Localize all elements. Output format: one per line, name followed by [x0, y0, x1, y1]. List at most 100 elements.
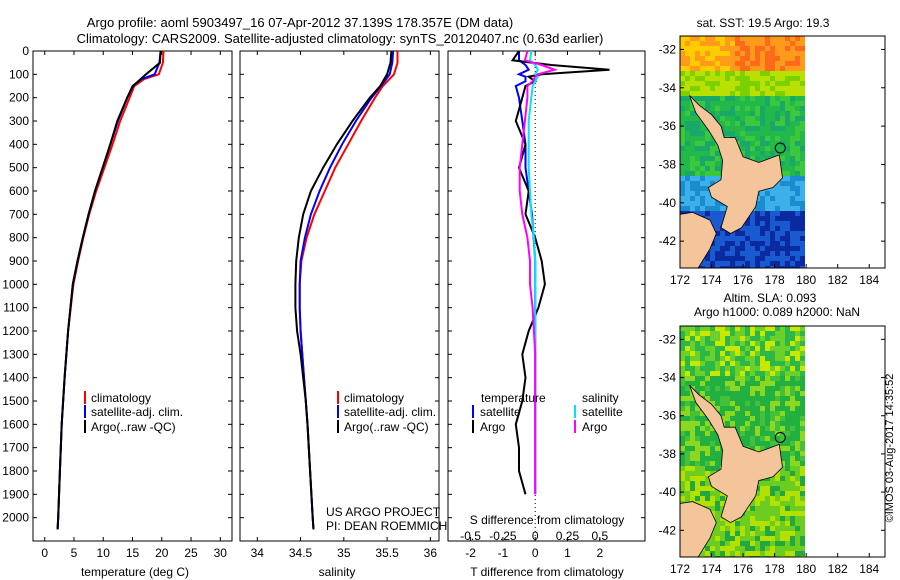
map-cell	[760, 501, 765, 506]
map-cell	[705, 351, 710, 356]
map-cell	[795, 191, 800, 196]
map-cell	[770, 416, 775, 421]
map-cell	[725, 401, 730, 406]
map-cell	[770, 551, 775, 556]
map-cell	[800, 141, 805, 146]
map-cell	[770, 116, 775, 121]
map-cell	[805, 461, 810, 466]
map-cell	[775, 211, 780, 216]
map-cell	[790, 256, 795, 261]
map-cell	[685, 196, 690, 201]
map-cell	[775, 136, 780, 141]
map-cell	[715, 501, 720, 506]
map-cell	[805, 486, 810, 491]
map-cell	[730, 241, 735, 246]
map-cell	[695, 406, 700, 411]
map-cell	[795, 146, 800, 151]
map-cell	[700, 346, 705, 351]
map-cell	[780, 326, 785, 331]
map-cell	[695, 481, 700, 486]
map-cell	[735, 121, 740, 126]
map-cell	[740, 536, 745, 541]
map-cell	[795, 326, 800, 331]
map-cell	[775, 506, 780, 511]
map-cell	[800, 431, 805, 436]
map-cell	[715, 66, 720, 71]
map-cell	[750, 416, 755, 421]
map-cell	[785, 431, 790, 436]
map-cell	[710, 36, 715, 41]
map-cell	[770, 391, 775, 396]
map-cell	[710, 381, 715, 386]
map-cell	[690, 366, 695, 371]
map-cell	[700, 426, 705, 431]
map-cell	[770, 351, 775, 356]
map-cell	[780, 451, 785, 456]
map-cell	[805, 221, 810, 226]
map-cell	[695, 206, 700, 211]
map-cell	[805, 396, 810, 401]
map-cell	[775, 536, 780, 541]
map-cell	[755, 241, 760, 246]
map-cell	[685, 126, 690, 131]
map-cell	[770, 486, 775, 491]
map-cell	[720, 96, 725, 101]
map-cell	[785, 476, 790, 481]
map-cell	[795, 346, 800, 351]
map-cell	[690, 441, 695, 446]
map-cell	[770, 341, 775, 346]
map-cell	[770, 546, 775, 551]
map-cell	[720, 366, 725, 371]
map-cell	[790, 51, 795, 56]
map-cell	[765, 356, 770, 361]
map-cell	[730, 371, 735, 376]
map-cell	[760, 546, 765, 551]
map-cell	[775, 116, 780, 121]
map-cell	[785, 191, 790, 196]
map-cell	[750, 211, 755, 216]
map-cell	[775, 226, 780, 231]
y-tick-label: -32	[659, 42, 677, 56]
map-cell	[760, 236, 765, 241]
map-cell	[775, 421, 780, 426]
map-cell	[680, 61, 685, 66]
map-cell	[755, 491, 760, 496]
map-cell	[805, 171, 810, 176]
map-cell	[715, 496, 720, 501]
map-cell	[750, 121, 755, 126]
difference-plot-frame	[447, 50, 646, 542]
map-cell	[795, 206, 800, 211]
x-tick-label: 2	[596, 546, 603, 560]
map-cell	[740, 231, 745, 236]
map-cell	[710, 96, 715, 101]
map-cell	[680, 416, 685, 421]
map-cell	[765, 496, 770, 501]
map-cell	[765, 86, 770, 91]
map-cell	[800, 171, 805, 176]
map-cell	[775, 356, 780, 361]
map-cell	[805, 441, 810, 446]
map-cell	[700, 466, 705, 471]
map-cell	[805, 216, 810, 221]
map-cell	[730, 86, 735, 91]
map-cell	[760, 151, 765, 156]
map-cell	[705, 216, 710, 221]
map-cell	[725, 396, 730, 401]
map-cell	[685, 381, 690, 386]
map-cell	[725, 81, 730, 86]
map-cell	[720, 66, 725, 71]
map-cell	[780, 376, 785, 381]
map-cell	[765, 371, 770, 376]
map-cell	[790, 266, 795, 268]
map-cell	[695, 171, 700, 176]
map-cell	[800, 226, 805, 231]
map-cell	[740, 111, 745, 116]
map-cell	[770, 491, 775, 496]
map-cell	[775, 96, 780, 101]
map-cell	[775, 121, 780, 126]
map-cell	[730, 76, 735, 81]
map-cell	[805, 341, 810, 346]
map-cell	[770, 111, 775, 116]
map-cell	[785, 506, 790, 511]
map-cell	[725, 76, 730, 81]
